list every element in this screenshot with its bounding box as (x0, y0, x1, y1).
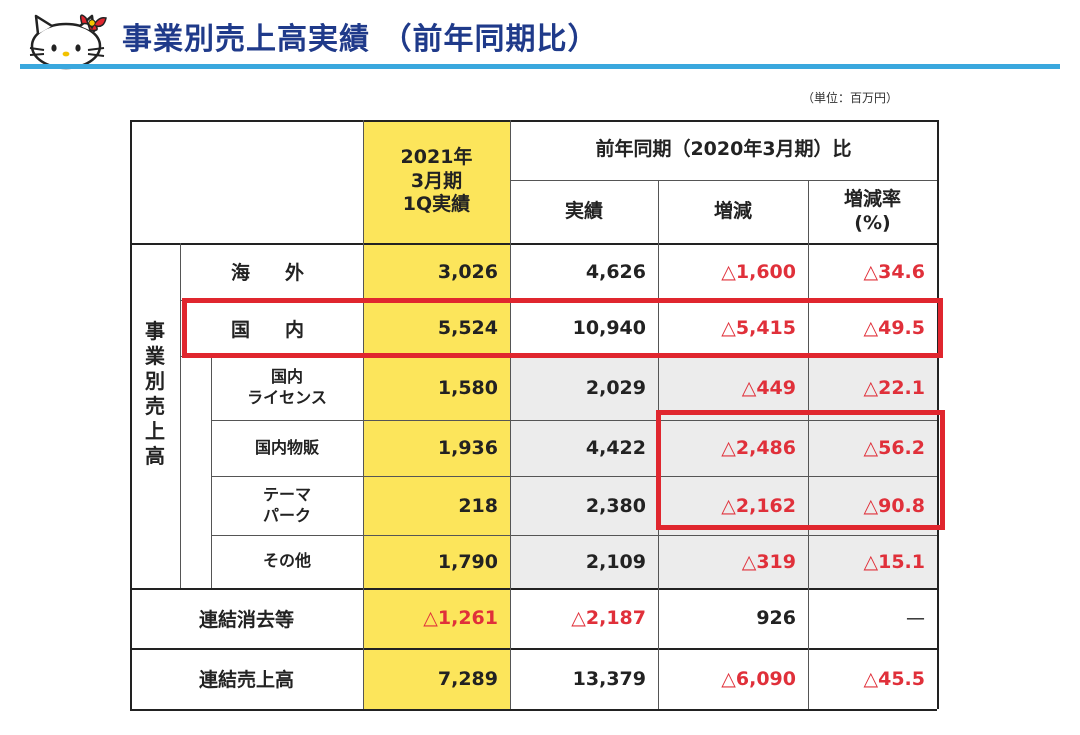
current-column-bg (363, 120, 510, 709)
grid-hline (510, 180, 937, 181)
grid-hline (130, 588, 937, 590)
row-label-consolidated-total: 連結売上高 (198, 669, 294, 691)
row-other-change: △319 (741, 550, 796, 573)
grid-vline (211, 356, 212, 588)
grid-vline (808, 180, 809, 709)
header-bg (510, 120, 937, 243)
row-overseas-current: 3,026 (437, 260, 498, 283)
row-other-current: 1,790 (437, 550, 498, 573)
row-other-rate: △15.1 (863, 550, 926, 573)
row-bg-4 (363, 476, 937, 535)
row-consolidated-total-change: △6,090 (721, 667, 796, 690)
row-bg-2 (363, 356, 937, 420)
row-consolidated-total-prior: 13,379 (572, 667, 646, 690)
header-change: 増減 (713, 199, 752, 222)
row-domestic-merch-rate: △56.2 (863, 437, 926, 459)
grid-hline (130, 120, 937, 122)
header-actual: 実績 (564, 199, 603, 222)
row-label-overseas: 海 外 (230, 262, 312, 284)
grid-hline (180, 300, 937, 301)
header-prior-period-group: 前年同期（2020年3月期）比 (595, 138, 852, 161)
row-elimination-current: △1,261 (423, 607, 498, 629)
row-domestic-current: 5,524 (437, 317, 498, 339)
row-theme-park-current: 218 (458, 494, 498, 517)
grid-hline (180, 356, 937, 357)
title-underline (20, 64, 1060, 69)
row-domestic-license-current: 1,580 (437, 377, 498, 399)
row-overseas-change: △1,600 (721, 260, 796, 283)
row-domestic-prior: 10,940 (572, 317, 646, 339)
row-overseas-rate: △34.6 (863, 260, 926, 283)
row-theme-park-rate: △90.8 (863, 494, 926, 517)
row-domestic-merch-current: 1,936 (437, 437, 498, 459)
row-domestic-license-prior: 2,029 (585, 377, 646, 399)
page-title: 事業別売上高実績 （前年同期比） (122, 22, 599, 57)
grid-vline (130, 120, 132, 709)
grid-hline (130, 709, 937, 711)
row-other-prior: 2,109 (585, 550, 646, 573)
grid-hline (211, 420, 937, 421)
highlight-box-merch-themepark (656, 410, 945, 530)
row-theme-park-change: △2,162 (721, 494, 796, 517)
grid-vline (658, 180, 659, 709)
row-domestic-change: △5,415 (721, 317, 796, 339)
hello-kitty-logo-icon (29, 14, 107, 70)
grid-vline (937, 120, 939, 709)
row-domestic-merch-change: △2,486 (721, 437, 796, 459)
row-theme-park-prior: 2,380 (585, 494, 646, 517)
row-domestic-rate: △49.5 (863, 317, 926, 339)
row-label-elimination: 連結消去等 (198, 608, 294, 631)
header-change-rate: 増減率 (%) (843, 187, 901, 234)
row-elimination-rate: — (906, 607, 925, 629)
row-elimination-prior: △2,187 (571, 607, 646, 629)
row-bg-5 (363, 535, 937, 588)
row-domestic-merch-prior: 4,422 (585, 437, 646, 459)
row-consolidated-total-rate: △45.5 (863, 667, 926, 690)
row-label-theme-park: テーマ パーク (262, 484, 311, 525)
row-label-other: その他 (262, 551, 311, 571)
grid-vline (510, 120, 511, 709)
grid-vline (363, 120, 364, 709)
row-bg-3 (363, 420, 937, 476)
highlight-box-domestic (182, 298, 943, 358)
side-label-business-sales: 事 業 別 売 上 高 (145, 319, 165, 468)
grid-hline (211, 476, 937, 477)
row-label-domestic-license: 国内 ライセンス (247, 367, 327, 407)
row-label-domestic: 国 内 (230, 318, 312, 341)
row-elimination-change: 926 (756, 607, 796, 629)
row-consolidated-total-current: 7,289 (437, 667, 498, 690)
row-overseas-prior: 4,626 (585, 260, 646, 283)
row-label-domestic-merch: 国内物販 (254, 437, 319, 457)
row-domestic-license-change: △449 (741, 377, 796, 399)
unit-note: （単位：百万円） (802, 91, 899, 105)
grid-hline (130, 648, 937, 650)
grid-hline (130, 243, 937, 245)
grid-vline (180, 243, 181, 588)
header-current-period: 2021年 3月期 1Q実績 (400, 145, 473, 216)
grid-hline (211, 535, 937, 536)
row-domestic-license-rate: △22.1 (863, 377, 926, 399)
